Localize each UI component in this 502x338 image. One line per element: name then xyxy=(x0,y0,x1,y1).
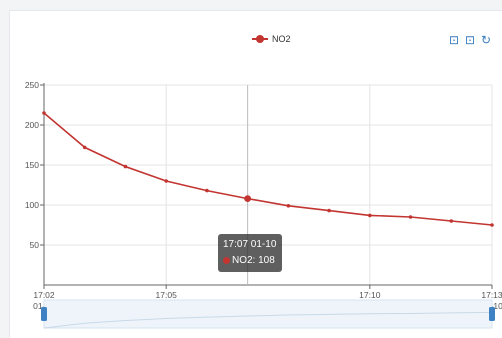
top-panel-border xyxy=(0,0,502,11)
zoom-reset-icon[interactable]: ⊡ xyxy=(464,33,476,47)
data-point[interactable] xyxy=(42,111,46,115)
x-tick-label-time: 17:10 xyxy=(359,290,381,300)
chart-legend[interactable]: NO2 xyxy=(252,32,291,46)
y-tick-label: 200 xyxy=(25,120,39,130)
data-point[interactable] xyxy=(205,188,209,193)
tooltip-value: NO2: 108 xyxy=(232,255,275,266)
data-point[interactable] xyxy=(327,208,331,213)
data-point[interactable] xyxy=(123,164,128,169)
data-point[interactable] xyxy=(408,215,413,219)
chart-toolbox: ⊡ ⊡ ↻ xyxy=(448,33,492,47)
data-point[interactable] xyxy=(286,204,291,208)
data-point[interactable] xyxy=(449,219,454,223)
x-tick-label-time: 17:02 xyxy=(33,290,55,300)
data-zoom-slider[interactable] xyxy=(43,299,493,329)
y-tick-label: 50 xyxy=(30,240,40,250)
y-tick-label: 250 xyxy=(25,80,39,90)
y-tick-label: 150 xyxy=(25,160,39,170)
chart-tooltip: 17:07 01-10 NO2: 108 xyxy=(218,234,283,272)
tooltip-series-dot xyxy=(223,256,230,264)
left-panel-border xyxy=(0,10,10,338)
legend-swatch-no2 xyxy=(252,34,268,44)
tooltip-title: 17:07 01-10 xyxy=(223,239,277,250)
zoom-handle-left[interactable] xyxy=(41,307,47,321)
data-zoom-shadow xyxy=(43,311,493,329)
series-line-no2 xyxy=(43,112,493,226)
data-point[interactable] xyxy=(490,223,494,227)
y-tick-label: 100 xyxy=(25,200,39,210)
x-tick-label-time: 17:05 xyxy=(156,290,178,300)
data-point[interactable] xyxy=(244,195,252,203)
data-point[interactable] xyxy=(368,213,372,218)
data-point[interactable] xyxy=(164,179,168,183)
legend-label-no2: NO2 xyxy=(272,34,291,44)
data-point[interactable] xyxy=(82,145,87,150)
zoom-icon[interactable]: ⊡ xyxy=(448,33,460,47)
zoom-handle-right[interactable] xyxy=(489,307,495,321)
restore-icon[interactable]: ↻ xyxy=(480,33,492,47)
x-tick-label-time: 17:13 xyxy=(481,290,502,300)
